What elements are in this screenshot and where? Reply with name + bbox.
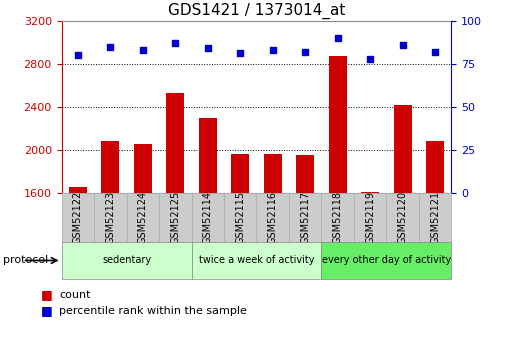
Bar — [127, 193, 159, 242]
Bar — [264, 155, 282, 193]
Bar — [322, 193, 354, 242]
Text: count: count — [59, 290, 90, 300]
Text: GSM52123: GSM52123 — [105, 191, 115, 244]
Point — [431, 49, 439, 55]
Bar — [159, 193, 191, 242]
Bar — [419, 193, 451, 242]
Point — [333, 35, 342, 41]
Title: GDS1421 / 1373014_at: GDS1421 / 1373014_at — [168, 3, 345, 19]
Point — [171, 40, 180, 46]
Text: GSM52116: GSM52116 — [268, 191, 278, 244]
Bar — [102, 141, 119, 193]
Bar — [199, 118, 216, 193]
Text: GSM52121: GSM52121 — [430, 191, 440, 244]
Bar — [231, 155, 249, 193]
Bar — [256, 193, 289, 242]
Text: ■: ■ — [41, 304, 53, 317]
Text: GSM52119: GSM52119 — [365, 191, 375, 244]
Bar — [354, 193, 386, 242]
Bar — [69, 187, 87, 193]
Point — [269, 47, 277, 53]
Point — [106, 44, 114, 49]
Point — [301, 49, 309, 55]
Text: every other day of activity: every other day of activity — [322, 256, 451, 265]
Point — [139, 47, 147, 53]
Text: GSM52117: GSM52117 — [300, 191, 310, 244]
Text: percentile rank within the sample: percentile rank within the sample — [59, 306, 247, 315]
Point — [204, 46, 212, 51]
Bar — [297, 156, 314, 193]
Bar — [426, 141, 444, 193]
Bar — [329, 56, 347, 193]
Bar — [94, 193, 127, 242]
Bar — [62, 193, 94, 242]
Text: protocol: protocol — [3, 256, 48, 265]
Bar — [166, 93, 184, 193]
Text: GSM52118: GSM52118 — [333, 191, 343, 244]
Bar — [134, 144, 152, 193]
Bar — [191, 241, 322, 279]
Text: twice a week of activity: twice a week of activity — [199, 256, 314, 265]
Bar — [386, 193, 419, 242]
Bar — [62, 241, 191, 279]
Text: sedentary: sedentary — [102, 256, 151, 265]
Text: GSM52125: GSM52125 — [170, 191, 180, 244]
Text: GSM52115: GSM52115 — [235, 191, 245, 244]
Text: ■: ■ — [41, 288, 53, 302]
Point — [74, 52, 82, 58]
Text: GSM52114: GSM52114 — [203, 191, 213, 244]
Point — [399, 42, 407, 48]
Point — [366, 56, 374, 61]
Bar — [224, 193, 256, 242]
Bar — [394, 105, 411, 193]
Bar — [289, 193, 322, 242]
Point — [236, 51, 244, 56]
Bar — [322, 241, 451, 279]
Text: GSM52120: GSM52120 — [398, 191, 408, 244]
Text: GSM52122: GSM52122 — [73, 191, 83, 244]
Bar — [191, 193, 224, 242]
Bar — [361, 192, 379, 193]
Text: GSM52124: GSM52124 — [138, 191, 148, 244]
